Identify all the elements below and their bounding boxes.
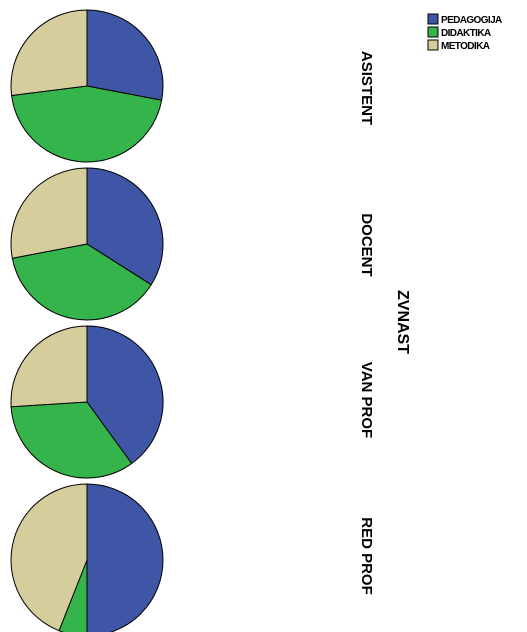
pie-slice-red-prof-pedagogija xyxy=(86,483,164,632)
legend-label-metodika: METODIKA xyxy=(441,41,490,52)
pie-slice-docent-metodika xyxy=(10,167,88,259)
legend-swatch-pedagogija xyxy=(427,13,439,25)
pie-label-asistent: ASISTENT xyxy=(358,51,375,125)
pie-slice-van-prof-metodika xyxy=(10,325,88,408)
legend-label-pedagogija: PEDAGOGIJA xyxy=(441,15,502,26)
legend-swatch-metodika xyxy=(427,39,439,51)
pies-layer xyxy=(10,9,164,632)
legend: PEDAGOGIJA DIDAKTIKA METODIKA xyxy=(427,13,503,52)
pie-label-van-prof: VAN PROF xyxy=(358,362,375,438)
pie-slice-asistent-pedagogija xyxy=(86,9,164,101)
pie-slice-docent-didaktika xyxy=(11,243,152,321)
pie-slice-asistent-didaktika xyxy=(11,85,163,163)
pie-slice-van-prof-pedagogija xyxy=(86,325,164,464)
pie-slice-red-prof-metodika xyxy=(10,483,88,632)
legend-label-didaktika: DIDAKTIKA xyxy=(441,28,491,39)
group-title: ZVNAST xyxy=(394,290,411,354)
pie-label-docent: DOCENT xyxy=(358,213,375,276)
pie-slice-asistent-metodika xyxy=(10,9,88,97)
legend-swatch-didaktika xyxy=(427,26,439,38)
pie-labels: ASISTENT DOCENT VAN PROF RED PROF xyxy=(358,51,375,595)
pie-label-red-prof: RED PROF xyxy=(358,517,375,595)
pie-slice-van-prof-didaktika xyxy=(10,401,133,479)
